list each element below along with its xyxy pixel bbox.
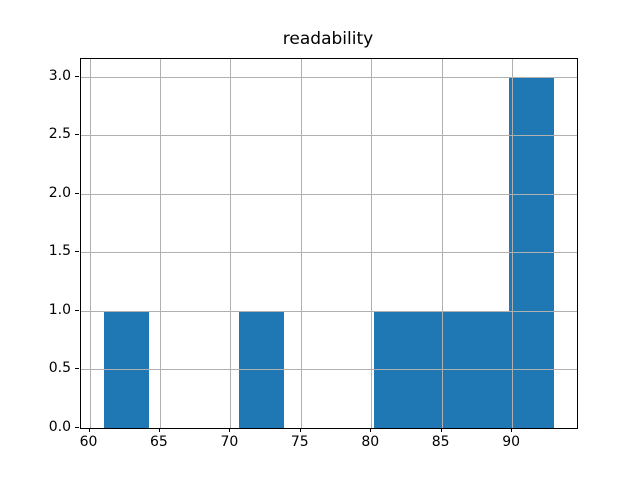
x-tick-mark [370, 428, 372, 432]
y-tick-label: 3.0 [48, 67, 71, 84]
y-tick-label: 0.5 [48, 360, 71, 377]
y-tick-label: 2.0 [48, 184, 71, 201]
y-tick-label: 0.0 [48, 419, 71, 435]
x-gridline [159, 59, 161, 428]
y-tick-label: 1.5 [48, 243, 71, 260]
y-tick-mark [75, 134, 79, 136]
y-tick-label: 1.0 [48, 301, 71, 318]
x-tick-mark [229, 428, 231, 432]
y-tick-mark [75, 427, 79, 428]
y-tick-mark [75, 368, 79, 370]
x-tick-label: 85 [431, 434, 450, 450]
y-gridline [81, 193, 577, 195]
y-tick-mark [75, 192, 79, 194]
y-gridline [81, 428, 577, 429]
y-tick-label: 2.5 [48, 126, 71, 143]
x-gridline [300, 59, 302, 428]
y-tick-mark [75, 309, 79, 311]
x-gridline [441, 59, 443, 428]
y-gridline [81, 252, 577, 254]
y-gridline [81, 76, 577, 78]
x-gridline [230, 59, 232, 428]
chart-title: readability [282, 29, 374, 49]
y-gridline [81, 135, 577, 137]
y-gridline [81, 369, 577, 371]
x-gridline [89, 59, 91, 428]
x-gridline [512, 59, 514, 428]
y-tick-mark [75, 75, 79, 77]
x-tick-label: 70 [220, 434, 239, 450]
x-tick-label: 90 [502, 434, 521, 450]
x-tick-label: 60 [79, 434, 98, 450]
x-tick-mark [440, 428, 442, 432]
x-tick-label: 75 [290, 434, 309, 450]
x-tick-mark [158, 428, 160, 432]
x-tick-mark [88, 428, 90, 432]
x-tick-label: 65 [149, 434, 168, 450]
x-tick-label: 80 [361, 434, 380, 450]
y-tick-mark [75, 251, 79, 253]
plot-area [80, 58, 578, 429]
y-gridline [81, 310, 577, 312]
x-tick-mark [511, 428, 513, 432]
x-gridline [371, 59, 373, 428]
x-tick-mark [299, 428, 301, 432]
